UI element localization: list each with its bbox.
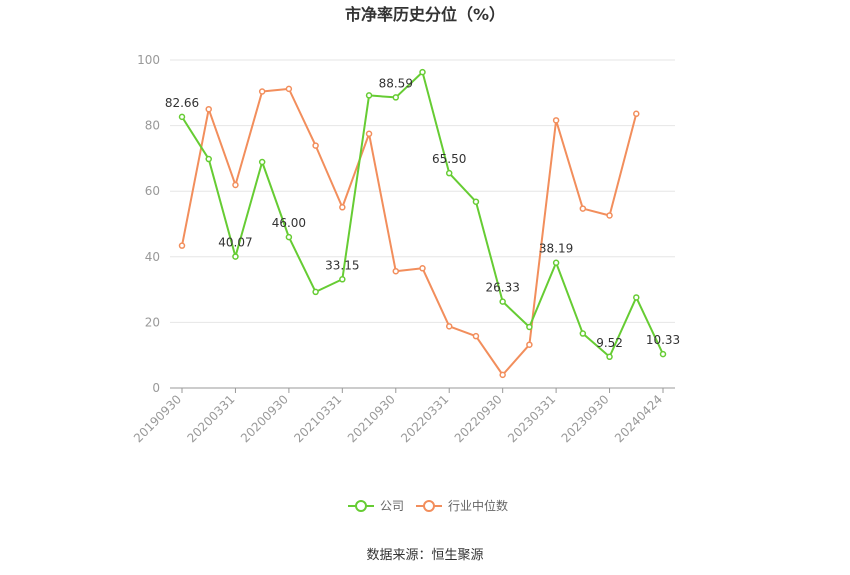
data-label: 9.52 <box>596 336 623 350</box>
y-tick-label: 80 <box>145 119 160 133</box>
data-point <box>392 94 400 101</box>
x-tick-label: 20210930 <box>345 392 398 445</box>
chart-title: 市净率历史分位（%） <box>345 5 505 24</box>
data-point <box>552 259 560 266</box>
x-tick-label: 20230930 <box>559 392 612 445</box>
data-point <box>365 130 373 138</box>
y-tick-label: 60 <box>145 184 160 198</box>
data-point <box>285 233 293 241</box>
x-tick-label: 20210331 <box>291 392 344 445</box>
data-point <box>579 205 587 212</box>
data-point <box>178 242 186 249</box>
data-point <box>205 155 212 163</box>
data-point <box>339 276 346 283</box>
legend-marker <box>423 500 435 512</box>
x-axis: 20190930 20200331 20200930 20210331 20210930… <box>131 387 675 445</box>
data-point <box>472 332 480 340</box>
data-point <box>365 92 373 99</box>
data-label: 10.33 <box>646 333 680 347</box>
data-point <box>552 117 560 124</box>
data-point <box>633 294 640 301</box>
legend-label: 行业中位数 <box>448 498 508 513</box>
data-point <box>232 181 239 189</box>
data-point <box>205 105 212 113</box>
data-label: 26.33 <box>485 281 519 295</box>
source-note: 数据来源：恒生聚源 <box>366 548 483 563</box>
data-label: 40.07 <box>218 236 252 250</box>
series-line-industry-median <box>181 87 638 376</box>
data-point <box>579 330 587 337</box>
data-point <box>419 265 426 272</box>
legend[interactable]: 公司 行业中位数 <box>348 498 508 513</box>
data-point <box>258 158 266 166</box>
data-point <box>606 353 613 361</box>
data-point <box>526 341 533 348</box>
x-tick-label: 20190930 <box>131 392 184 445</box>
x-tick-label: 20240424 <box>612 392 665 445</box>
legend-item-industry-median[interactable]: 行业中位数 <box>416 498 508 513</box>
x-tick-label: 20220331 <box>398 392 451 445</box>
data-point <box>312 142 319 149</box>
data-point <box>606 212 613 219</box>
y-axis-ticks: 0 20 40 60 80 100 <box>137 53 160 395</box>
series-group <box>178 68 667 379</box>
y-tick-label: 0 <box>152 381 160 395</box>
data-label: 38.19 <box>539 242 573 256</box>
legend-item-company[interactable]: 公司 <box>348 499 404 513</box>
y-tick-label: 40 <box>145 250 160 264</box>
x-tick-label: 20220930 <box>452 392 505 445</box>
data-point <box>232 253 239 260</box>
x-tick-label: 20230331 <box>505 392 558 445</box>
grid-lines <box>170 59 675 323</box>
data-point <box>633 110 640 118</box>
data-point <box>312 288 319 296</box>
x-tick-label: 20200331 <box>184 392 237 445</box>
x-tick-label: 20200930 <box>238 392 291 445</box>
data-point <box>445 323 453 330</box>
data-point <box>526 323 533 331</box>
data-label: 33.15 <box>325 258 359 272</box>
data-point <box>445 169 453 177</box>
data-point <box>419 68 426 76</box>
data-point <box>339 204 346 211</box>
data-point <box>258 88 266 95</box>
series-line-company <box>181 71 664 358</box>
data-label: 46.00 <box>272 216 306 230</box>
data-point <box>472 198 480 205</box>
data-label: 65.50 <box>432 152 466 166</box>
data-point <box>659 350 667 358</box>
data-point <box>499 371 506 379</box>
legend-label: 公司 <box>380 499 404 513</box>
data-labels: 82.66 40.07 46.00 33.15 88.59 65.50 26.33 38.19… <box>165 76 680 349</box>
data-point <box>285 85 293 93</box>
data-point <box>178 113 186 121</box>
y-tick-label: 20 <box>145 315 160 329</box>
data-label: 88.59 <box>379 76 413 90</box>
data-point <box>499 298 506 305</box>
data-label: 82.66 <box>165 96 199 110</box>
legend-marker <box>355 500 367 512</box>
y-tick-label: 100 <box>137 53 160 67</box>
data-point <box>392 267 400 275</box>
